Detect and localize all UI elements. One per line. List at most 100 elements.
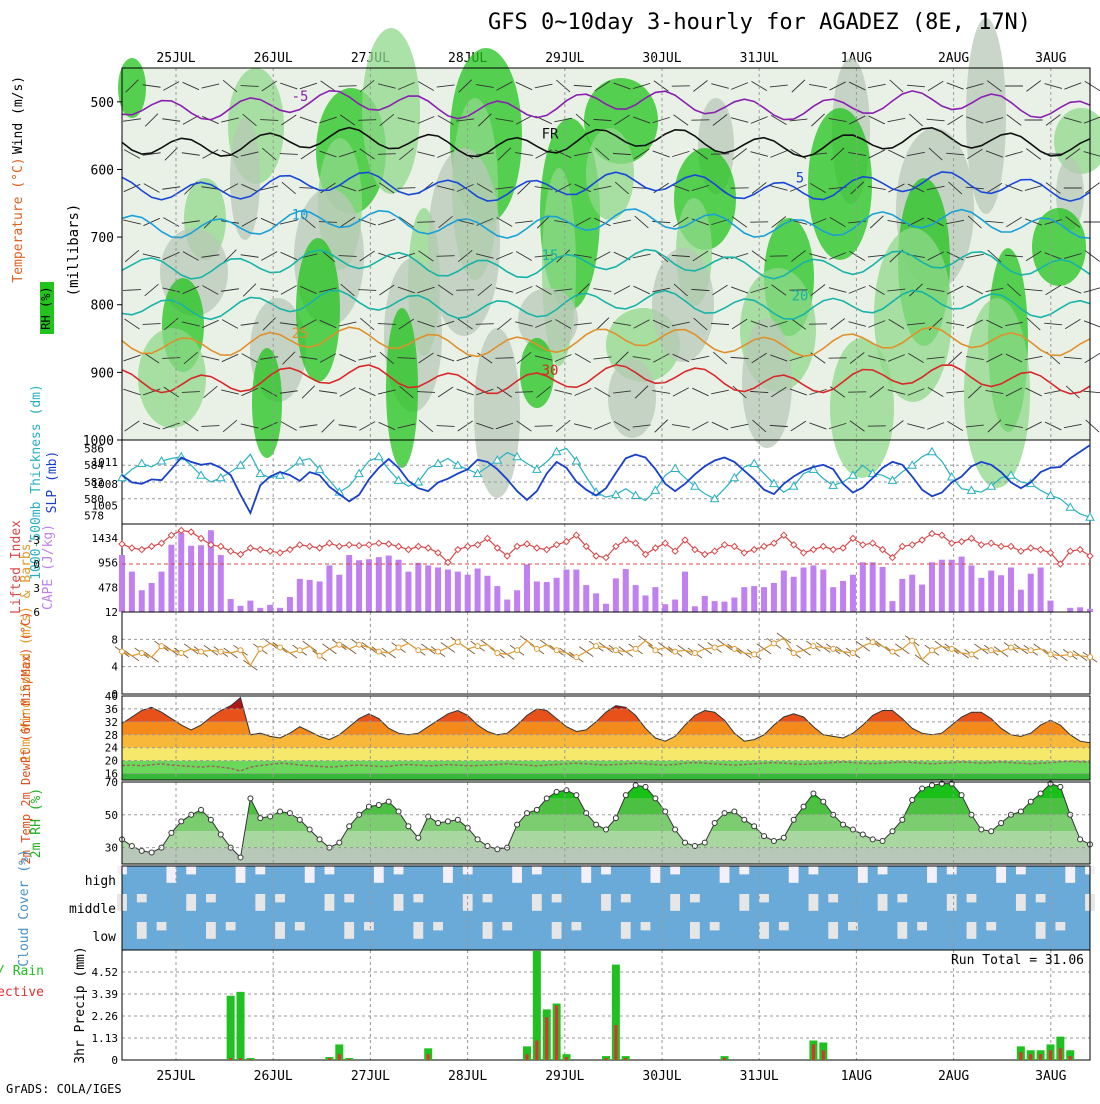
wind-speed-marker	[455, 640, 460, 645]
rh-contour-fill	[1032, 208, 1086, 286]
wind-speed-marker	[357, 642, 362, 647]
lifted-index-marker	[959, 539, 965, 545]
lifted-index-marker	[336, 543, 342, 549]
isotherm-label: 5	[796, 170, 804, 186]
wind-speed-marker	[692, 651, 697, 656]
cape-bar	[465, 575, 471, 612]
cape-tick-label: 478	[98, 581, 118, 594]
rh-band	[122, 782, 1090, 798]
wind-speed-marker	[673, 649, 678, 654]
lifted-index-marker	[1018, 548, 1024, 554]
cape-bar	[810, 565, 816, 612]
cape-bar	[267, 605, 273, 612]
rh-marker	[1078, 837, 1083, 842]
wind-barb	[456, 290, 474, 291]
day-label-top: 3AUG	[1035, 51, 1066, 66]
thickness-marker	[533, 465, 541, 472]
cape-bar	[1038, 567, 1044, 612]
grads-credit: GrADS: COLA/IGES	[6, 1082, 122, 1096]
wind-speed-marker	[376, 649, 381, 654]
cape-bar	[247, 601, 253, 612]
lifted-index-marker	[1087, 553, 1093, 559]
wind-speed-marker	[771, 641, 776, 646]
isotherm-label: 30	[542, 363, 559, 379]
thickness-marker	[928, 448, 936, 455]
wind-speed-marker	[811, 644, 816, 649]
wind-speed-marker	[258, 646, 263, 651]
cloud-cover-cell	[394, 894, 404, 911]
cape-bar	[781, 571, 787, 612]
lifted-index-marker	[297, 542, 303, 548]
lifted-index-tick-label: 6	[33, 606, 40, 619]
temperature-tick-label: 20	[105, 755, 118, 768]
cape-bar	[563, 570, 569, 612]
cape-bar	[643, 595, 649, 612]
thickness-line	[122, 448, 1090, 517]
lifted-index-marker	[731, 543, 737, 549]
cloud-cover-cell	[1036, 922, 1046, 939]
lifted-index-marker	[405, 547, 411, 553]
cape-bar	[425, 565, 431, 612]
cloud-cover-cell	[917, 922, 927, 930]
cape-bar	[870, 562, 876, 612]
cloud-cover-cell	[394, 866, 404, 874]
cape-bar	[307, 580, 313, 612]
lifted-index-marker	[188, 529, 194, 535]
precip-convective-bar	[1069, 1056, 1072, 1060]
precip-legend-convective: Convective	[0, 985, 44, 1000]
cape-bar	[228, 599, 234, 612]
y-axis-label: (millibars)	[66, 204, 82, 297]
lifted-index-marker	[820, 543, 826, 549]
lifted-index-marker	[1028, 545, 1034, 551]
cloud-cover-cell	[483, 922, 493, 939]
cape-bar	[524, 564, 530, 612]
rh-marker	[801, 804, 806, 809]
precip-tick-label: 1.13	[92, 1032, 119, 1045]
precip-tick-label: 3.39	[92, 988, 119, 1001]
wind-tick-label: 12	[105, 606, 118, 619]
rh-tick-label: 70	[105, 776, 118, 789]
cloud-cover-cell	[809, 866, 819, 874]
cape-bar	[702, 596, 708, 612]
cloud-cover-cell	[502, 922, 512, 930]
cape-bar	[593, 593, 599, 612]
cloud-cover-cell	[433, 922, 443, 930]
rh-marker	[929, 783, 934, 788]
cape-bar	[159, 572, 165, 612]
lifted-index-marker	[238, 551, 244, 557]
cloud-cover-cell	[858, 866, 868, 883]
cape-bar	[959, 557, 965, 612]
wind-barb	[535, 426, 553, 427]
rh-contour-fill	[138, 328, 206, 428]
cape-bar	[899, 579, 905, 612]
isotherm-label: 15	[542, 248, 559, 264]
cape-bar	[613, 578, 619, 612]
thickness-marker	[256, 470, 264, 477]
cape-bar	[326, 565, 332, 612]
wind-speed-marker	[613, 648, 618, 653]
cape-bar	[544, 582, 550, 612]
lifted-index-marker	[1008, 543, 1014, 549]
thickness-marker	[651, 486, 659, 493]
wind-speed-marker	[278, 645, 283, 650]
cape-bar	[692, 606, 698, 612]
rh-marker	[841, 822, 846, 827]
cape-bar	[317, 581, 323, 612]
day-label-top: 29JUL	[545, 51, 584, 66]
lifted-index-marker	[356, 543, 362, 549]
wind-speed-marker	[831, 646, 836, 651]
day-label-bottom: 26JUL	[254, 1069, 293, 1084]
rh-marker	[307, 827, 312, 832]
wind-speed-marker	[297, 648, 302, 653]
cloud-cover-cell	[779, 922, 789, 930]
cape-axis-label: CAPE (J/kg)	[41, 524, 56, 610]
day-label-bottom: 3AUG	[1035, 1069, 1066, 1084]
cloud-cover-cell	[809, 894, 819, 911]
day-label-bottom: 31JUL	[740, 1069, 779, 1084]
cloud-cover-cell	[828, 894, 838, 902]
precip-convective-bar	[535, 1041, 538, 1060]
cloud-cover-cell	[897, 922, 907, 939]
cape-bar	[672, 600, 678, 612]
cloud-cover-cell	[552, 922, 562, 939]
cloud-cover-cell	[1036, 894, 1046, 902]
